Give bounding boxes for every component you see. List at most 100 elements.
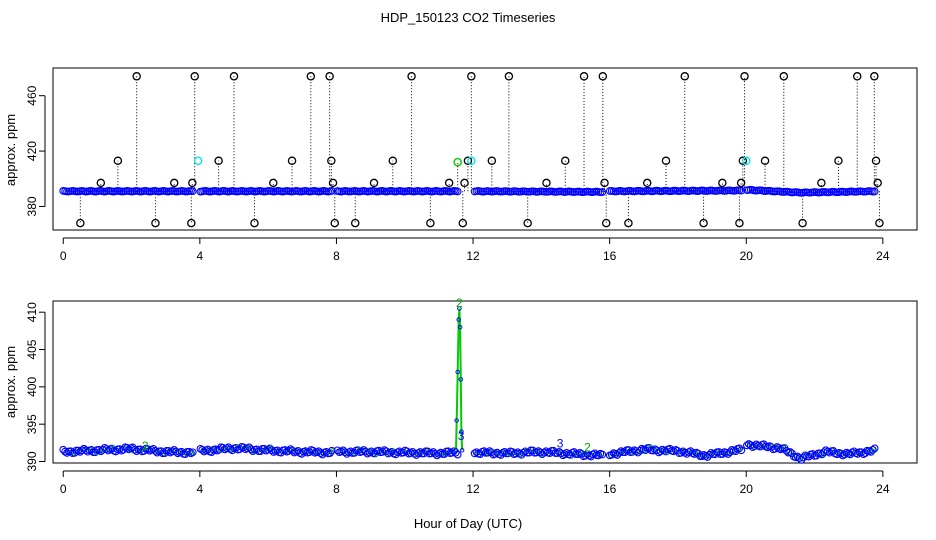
outlier-point (250, 218, 259, 228)
data-point (247, 445, 255, 454)
bottom-y-axis-label: approx. ppm (3, 346, 18, 418)
outlier-point (661, 156, 671, 166)
outlier-point (214, 156, 223, 166)
data-point (87, 446, 96, 454)
flag-marker-label: 2 (584, 440, 591, 454)
data-point (111, 447, 120, 456)
data-point (123, 444, 131, 452)
outlier-point (871, 156, 881, 166)
data-point (326, 449, 334, 457)
data-point (399, 448, 408, 457)
bottom-y-tick-label: 395 (25, 414, 39, 434)
outlier-point (463, 156, 473, 166)
outlier-point (190, 72, 199, 81)
data-point (641, 446, 650, 455)
top-y-axis-label: approx. ppm (3, 114, 18, 186)
outlier-point (113, 156, 123, 166)
outlier-point (624, 218, 633, 228)
data-point (188, 187, 197, 196)
data-point (322, 447, 331, 456)
outlier-point (269, 178, 278, 188)
data-point (249, 447, 257, 456)
data-point (219, 443, 227, 452)
outlier-point (834, 156, 843, 166)
bottom-x-tick-label: 8 (333, 482, 340, 496)
data-point (66, 447, 75, 456)
data-point (309, 446, 317, 455)
bottom-x-tick-label: 4 (197, 482, 204, 496)
data-point (104, 446, 113, 455)
outlier-point (735, 218, 744, 228)
data-point (714, 448, 723, 456)
data-point (232, 444, 240, 452)
outlier-point (873, 178, 882, 188)
outlier-point (407, 72, 416, 81)
spike-point (454, 418, 459, 423)
data-point (500, 447, 509, 456)
data-point (656, 447, 665, 456)
data-point (786, 448, 794, 456)
data-point (166, 448, 175, 457)
data-point (374, 446, 383, 455)
data-point (480, 447, 488, 455)
top-stems (79, 76, 880, 224)
figure-title: HDP_150123 CO2 Timeseries (381, 10, 556, 25)
data-point (771, 444, 779, 453)
data-point (737, 186, 746, 195)
outlier-point (798, 218, 807, 228)
spike-point (457, 324, 463, 330)
data-point (267, 446, 276, 454)
data-point (542, 447, 550, 456)
data-point (70, 449, 79, 457)
spike-point (459, 448, 465, 453)
data-point (341, 448, 349, 457)
outlier-point (870, 72, 879, 81)
data-point (560, 450, 569, 459)
outlier-point (523, 218, 532, 228)
data-point (354, 446, 362, 455)
data-point (812, 451, 821, 460)
data-point (726, 448, 734, 456)
data-point (403, 447, 411, 456)
data-point (840, 450, 849, 459)
outlier-point (740, 72, 749, 81)
top-x-tick-label: 8 (333, 249, 340, 263)
data-point (825, 448, 834, 457)
outlier-point (169, 178, 179, 188)
bottom-x-tick-label: 12 (466, 482, 480, 496)
data-point (288, 446, 297, 455)
data-point (718, 450, 727, 458)
data-point (83, 447, 92, 456)
bottom-points (59, 306, 879, 464)
outlier-point (426, 218, 435, 228)
data-point (711, 450, 719, 459)
flag-cyan-point (193, 156, 203, 166)
data-point (624, 446, 633, 454)
data-point (707, 448, 716, 457)
outlier-point (369, 178, 379, 188)
outlier-point (287, 156, 297, 166)
bottom-x-tick-label: 16 (603, 482, 617, 496)
data-point (136, 445, 145, 454)
data-point (821, 446, 830, 455)
top-y-tick-label: 380 (25, 196, 39, 216)
data-point (724, 450, 732, 458)
data-point (870, 187, 879, 196)
spike-point (453, 448, 459, 453)
data-point (797, 456, 806, 464)
top-panel: 0 4 8 12 16 20 24 380 420 460 approx. ppm (3, 67, 918, 263)
bottom-plot-frame (52, 300, 918, 464)
bottom-y-tick-label: 400 (25, 377, 39, 397)
bottom-axes: 0 4 8 12 16 20 24 390 395 400 405 410 (25, 302, 890, 496)
data-point (198, 446, 207, 454)
outlier-point (760, 156, 770, 166)
data-point (61, 447, 69, 456)
top-y-tick-label: 460 (25, 85, 39, 105)
bottom-y-tick-label: 405 (25, 339, 39, 359)
flag-cyan-point (467, 156, 476, 166)
flag-marker-label: 3 (458, 429, 465, 443)
data-point (63, 449, 71, 457)
outlier-point (458, 218, 468, 228)
data-point (666, 444, 674, 453)
outlier-point (699, 218, 708, 228)
